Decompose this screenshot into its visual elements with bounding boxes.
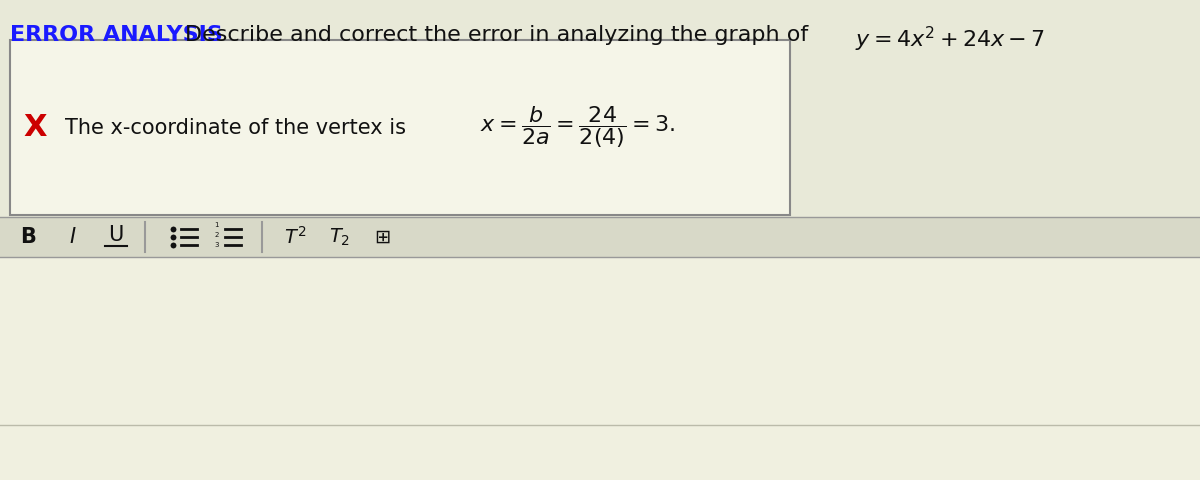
Text: ⊞: ⊞ (374, 228, 390, 247)
Text: ERROR ANALYSIS: ERROR ANALYSIS (10, 25, 223, 45)
Text: I: I (68, 227, 76, 247)
Text: $y = 4x^2 + 24x - 7$: $y = 4x^2 + 24x - 7$ (854, 25, 1045, 54)
Text: $x = \dfrac{b}{2a} = \dfrac{24}{2(4)} = 3.$: $x = \dfrac{b}{2a} = \dfrac{24}{2(4)} = … (480, 105, 676, 150)
Text: U: U (108, 225, 124, 245)
Text: $T^2$: $T^2$ (283, 226, 306, 248)
Text: B: B (20, 227, 36, 247)
FancyBboxPatch shape (0, 257, 1200, 480)
Text: 1
2
3: 1 2 3 (215, 222, 220, 248)
FancyBboxPatch shape (0, 217, 1200, 257)
Text: Describe and correct the error in analyzing the graph of: Describe and correct the error in analyz… (185, 25, 809, 45)
FancyBboxPatch shape (10, 40, 790, 215)
Text: The x-coordinate of the vertex is: The x-coordinate of the vertex is (65, 118, 406, 137)
Text: X: X (23, 113, 47, 142)
Text: $T_2$: $T_2$ (330, 227, 350, 248)
